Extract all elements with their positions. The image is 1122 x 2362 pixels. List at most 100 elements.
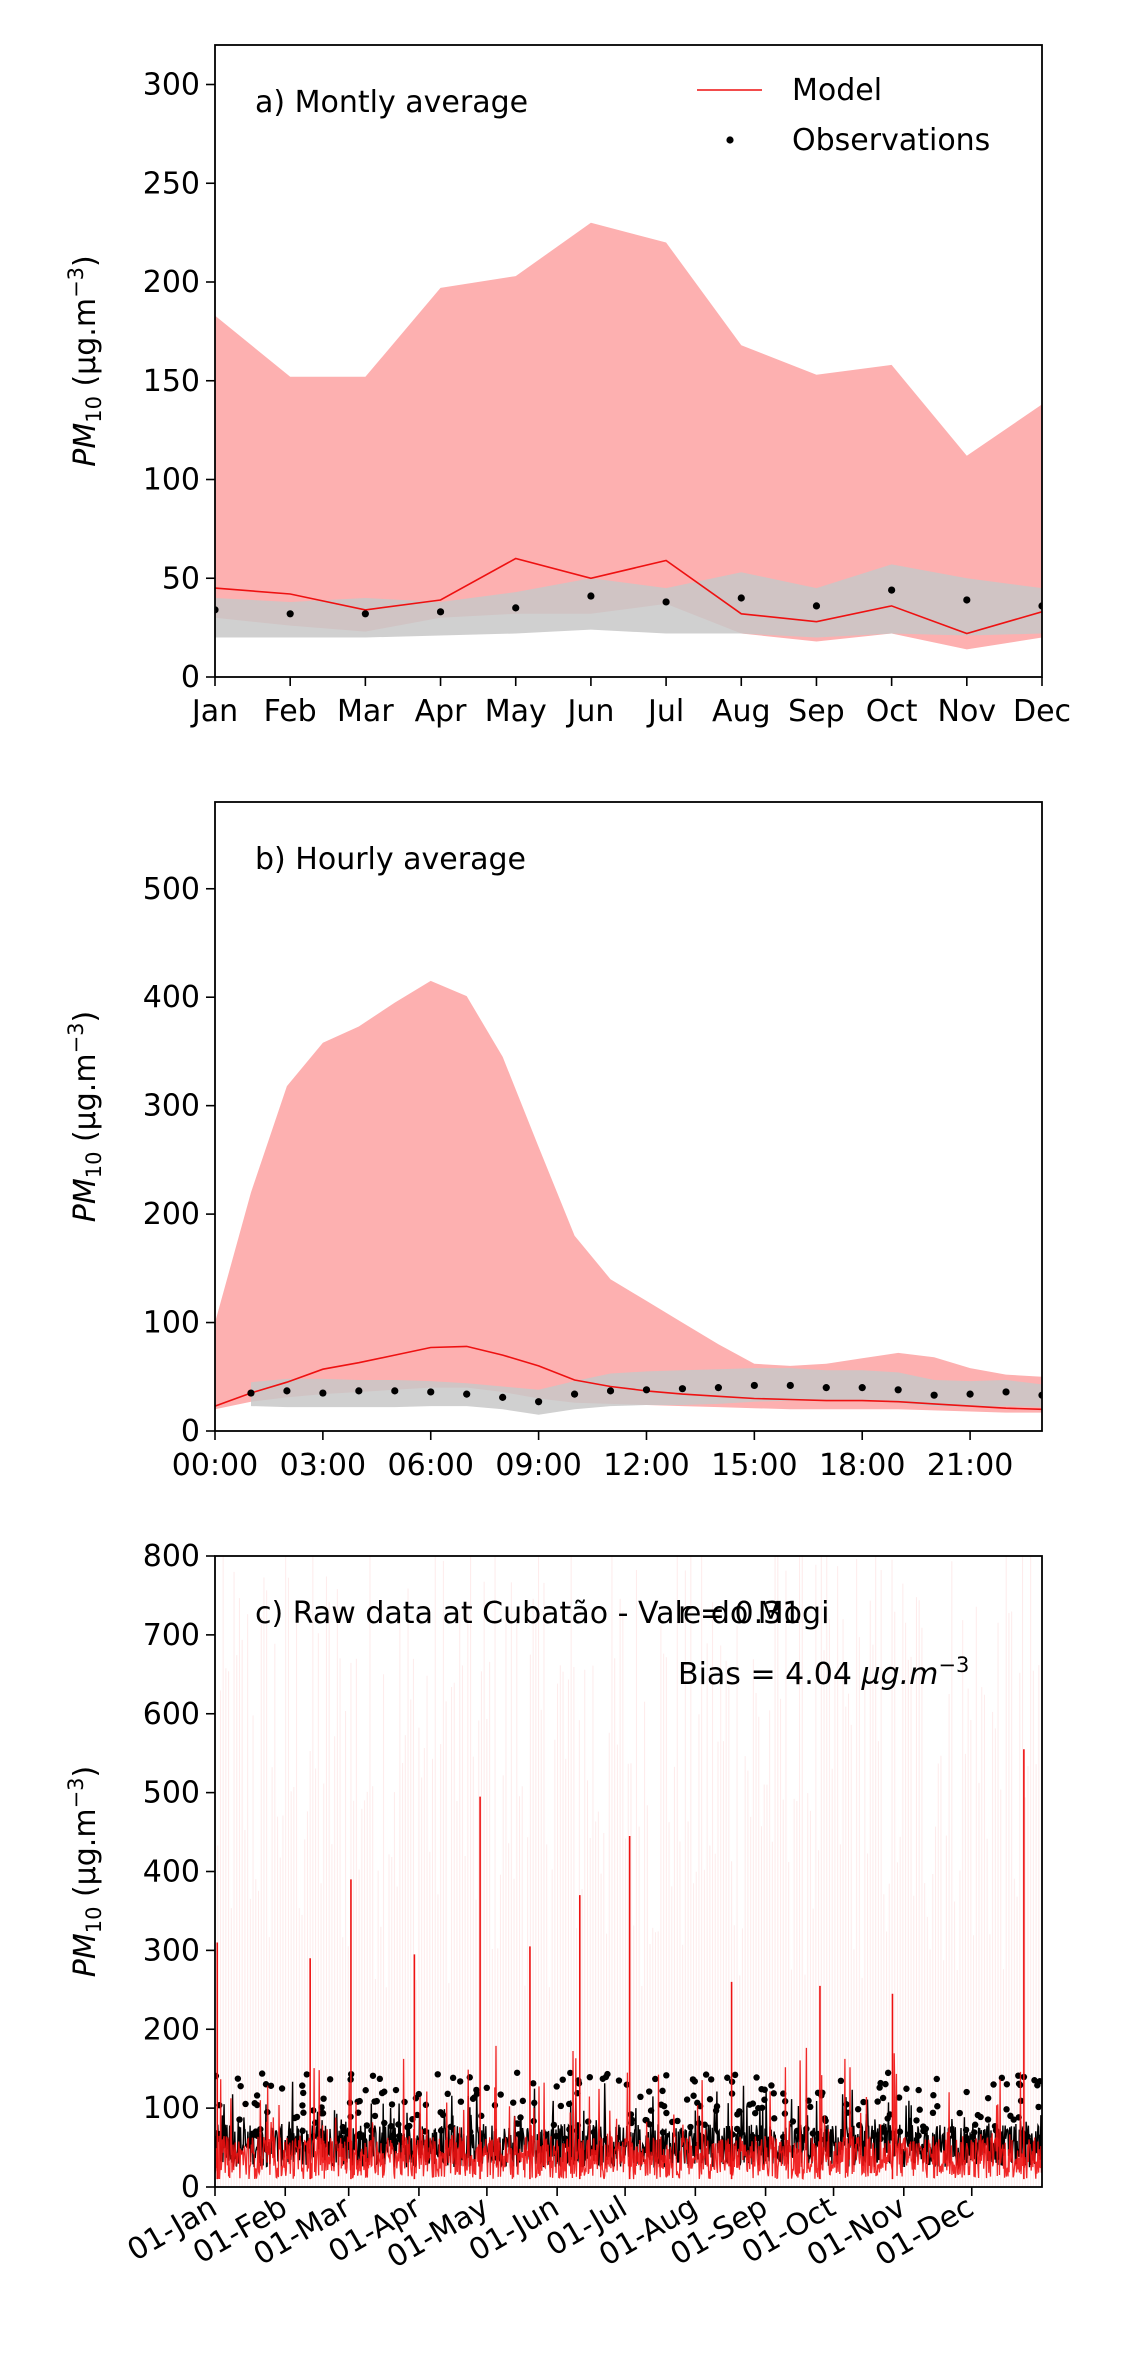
observation-point [646,2121,653,2128]
ylabel-main: PM [68,1933,103,1977]
observation-point [319,1389,327,1397]
observation-point [427,1388,435,1396]
x-tick-label: Jan [190,694,238,729]
observation-point [984,2094,992,2102]
observation-point [662,598,670,606]
y-tick-label: 700 [143,1618,200,1653]
y-tick-label: 300 [143,68,200,103]
observation-point [642,1386,651,1394]
observation-point [929,2109,937,2117]
observation-point [514,2120,522,2127]
observation-point [252,2128,260,2135]
observation-point [586,2073,594,2081]
y-tick-label: 500 [143,872,200,907]
observation-point [473,2086,480,2094]
observation-point [557,2102,565,2110]
y-tick-label: 300 [143,1089,200,1124]
observation-point [963,2088,970,2096]
observation-point [234,2075,242,2082]
observation-point [882,2080,889,2088]
observation-point [915,2086,922,2094]
observation-point [512,604,520,612]
observation-point [444,2090,451,2098]
observation-point [642,2116,649,2124]
observation-point [974,2111,982,2119]
observation-point [436,608,445,616]
observation-point [361,610,369,618]
observation-point [879,2094,887,2102]
observation-point [956,2109,963,2117]
observation-point [854,2106,862,2113]
observation-point [326,2076,334,2083]
observation-point [793,2127,801,2135]
observation-point [858,1384,866,1392]
y-tick-label: 150 [143,364,200,399]
observation-point [652,2075,659,2083]
panel-annotation: c) Raw data at Cubatão - Vale do Mogi [255,1596,829,1631]
observation-point [497,2091,504,2098]
observation-point [896,2128,904,2135]
observation-point [963,596,971,604]
observation-point [483,2084,490,2091]
observation-range-band [215,564,1042,638]
observation-point [553,2083,560,2090]
observation-point [736,2108,743,2115]
ylabel-sup: −3 [64,1022,88,1053]
observation-point [663,2109,670,2117]
x-tick-label: Sep [788,694,845,729]
observation-point [1003,2106,1010,2113]
model-range-band [215,980,1042,1413]
observation-point [874,2098,881,2105]
ylabel-sub: 10 [82,1907,106,1934]
observation-point [299,2082,306,2089]
observation-point [535,1398,543,1406]
observation-point [659,2129,667,2136]
observation-point [439,2111,447,2119]
observation-point [752,2109,759,2117]
observation-point [369,2072,377,2079]
y-axis-label: PM10 (µg.m−3) [64,1011,106,1223]
correlation-stat: r = 0.31 [678,1596,801,1631]
y-tick-label: 400 [143,1855,200,1890]
observation-point [469,2095,477,2102]
bias-unit-sup: −3 [938,1653,969,1677]
observation-point [463,1390,471,1398]
observation-point [712,2107,720,2114]
axes-frame [214,44,1043,678]
observation-point [570,1390,579,1398]
observation-point [283,1387,291,1395]
plot-area [215,222,1042,650]
panel-a: a) Montly average Model Observations [215,73,1042,650]
y-tick-label: 200 [143,265,200,300]
ylabel-sup: −3 [64,267,88,298]
observation-point [515,2131,522,2138]
observation-point [434,2071,441,2078]
axes-frame [214,801,1043,1432]
observation-point [356,2097,363,2105]
observation-point [371,2112,379,2120]
ylabel-close: ) [68,255,103,267]
observation-point [422,2101,430,2109]
observation-point [363,2122,371,2129]
model-series-line [215,2045,1042,2180]
x-tick-label: 15:00 [711,1448,797,1483]
legend-observations-label: Observations [792,123,990,158]
observation-point [915,2132,922,2139]
y-tick-label: 500 [143,1776,200,1811]
observation-point [381,2119,388,2127]
observation-point [860,2098,867,2106]
observation-point [390,2132,397,2139]
observation-point [886,2111,894,2118]
observation-point [356,2130,364,2138]
observation-point [373,2097,380,2105]
plot-area [215,980,1042,1415]
observation-point [604,2070,611,2078]
observation-point [724,2074,731,2081]
observation-point [876,2084,883,2091]
observation-point [930,1391,938,1399]
observation-point [293,2113,301,2121]
model-range-band [215,222,1042,650]
y-tick-label: 100 [143,2091,200,2126]
observation-point [362,2087,369,2094]
x-tick-label: 12:00 [603,1448,689,1483]
